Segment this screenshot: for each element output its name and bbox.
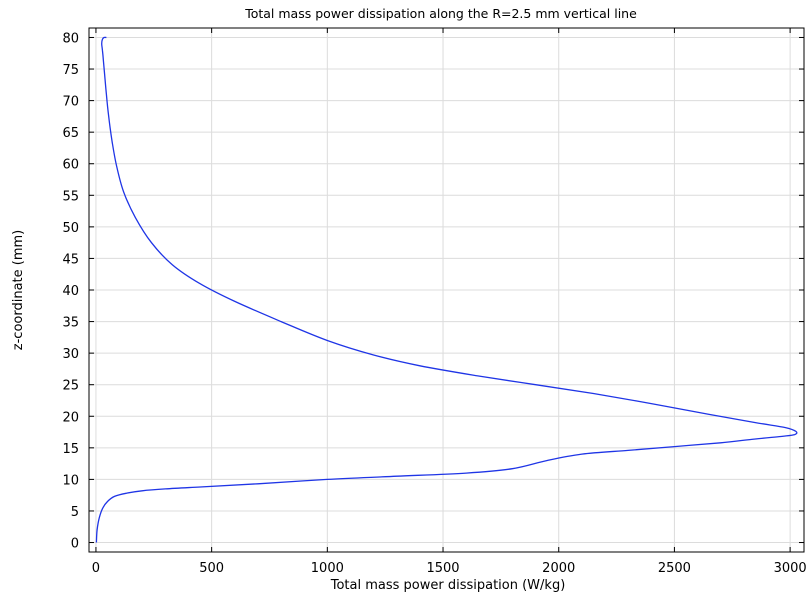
- x-tick-label: 3000: [774, 561, 807, 576]
- y-tick-label: 35: [62, 316, 79, 331]
- x-tick-label: 500: [199, 561, 224, 576]
- x-tick-label: 1000: [311, 561, 344, 576]
- chart-title: Total mass power dissipation along the R…: [244, 6, 637, 21]
- y-tick-label: 70: [62, 95, 79, 110]
- y-tick-label: 20: [62, 410, 79, 425]
- y-tick-label: 55: [62, 189, 79, 204]
- x-tick-label: 1500: [426, 561, 459, 576]
- y-tick-label: 45: [62, 252, 79, 267]
- grid: [89, 28, 804, 552]
- x-tick-label: 2500: [658, 561, 691, 576]
- x-tick-label: 2000: [542, 561, 575, 576]
- y-tick-label: 75: [62, 63, 79, 78]
- y-tick-label: 0: [71, 537, 79, 552]
- x-axis-title: Total mass power dissipation (W/kg): [330, 578, 566, 593]
- y-tick-label: 30: [62, 347, 79, 362]
- y-tick-label: 10: [62, 473, 79, 488]
- y-tick-label: 15: [62, 442, 79, 457]
- y-tick-label: 80: [62, 31, 79, 46]
- series-line: [95, 36, 798, 543]
- series-layer: [95, 36, 798, 543]
- y-tick-label: 25: [62, 379, 79, 394]
- y-axis-title: z-coordinate (mm): [11, 230, 26, 350]
- axis-ticks: 0 500 1000 1500 2000 2500 3000 0 5 10 15 20 25 30 35 40…: [62, 28, 807, 576]
- x-tick-label: 0: [92, 561, 100, 576]
- y-tick-label: 5: [71, 505, 79, 520]
- y-tick-label: 40: [62, 284, 79, 299]
- y-tick-label: 65: [62, 126, 79, 141]
- y-tick-label: 50: [62, 221, 79, 236]
- y-tick-label: 60: [62, 158, 79, 173]
